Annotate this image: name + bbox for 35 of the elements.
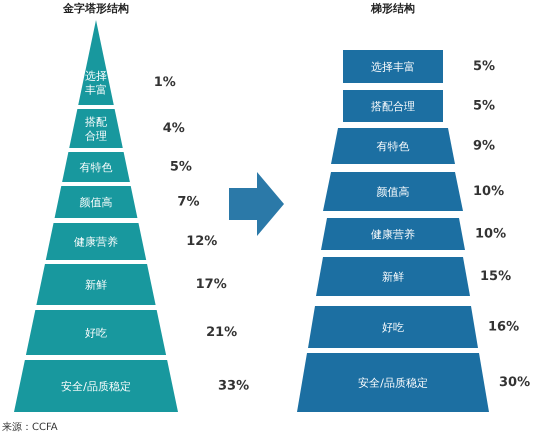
category-label: 安全/品质稳定 [61,380,131,392]
category-label: 颜值高 [376,185,410,198]
source-note: 来源：CCFA [2,421,58,433]
data-label: 7% [177,194,200,210]
data-label: 5% [170,160,192,174]
category-label: 选择丰富 [371,60,415,73]
text: 梯形结构 [370,2,415,15]
category-label: 搭配合理 [371,100,415,112]
category-label: 好吃 [85,326,107,339]
data-label: 10% [473,184,504,199]
text: 金字塔形结构 [62,2,129,15]
data-label: 10% [475,226,506,242]
data-label: 4% [162,121,185,136]
data-label: 1% [154,75,176,90]
data-label: 5% [473,59,496,74]
category-label: 有特色 [376,140,410,152]
data-label: 16% [488,320,520,334]
category-label: 新鲜 [85,278,107,291]
data-label: 15% [480,269,512,284]
data-label: 21% [206,325,238,340]
category-label: 颜值高 [80,196,112,208]
data-label: 5% [473,98,496,114]
category-label: 搭配合理 [85,115,107,142]
data-label: 12% [186,234,218,249]
category-label: 新鲜 [382,270,404,283]
category-label: 选择丰富 [85,69,107,96]
category-label: 好吃 [382,320,404,334]
data-label: 30% [499,375,530,390]
category-label: 健康营养 [371,228,415,240]
category-label: 有特色 [80,160,112,174]
category-label: 健康营养 [74,235,118,248]
data-label: 33% [218,378,250,394]
data-label: 9% [473,138,496,154]
data-label: 17% [196,277,227,292]
category-label: 安全/品质稳定 [358,376,428,389]
